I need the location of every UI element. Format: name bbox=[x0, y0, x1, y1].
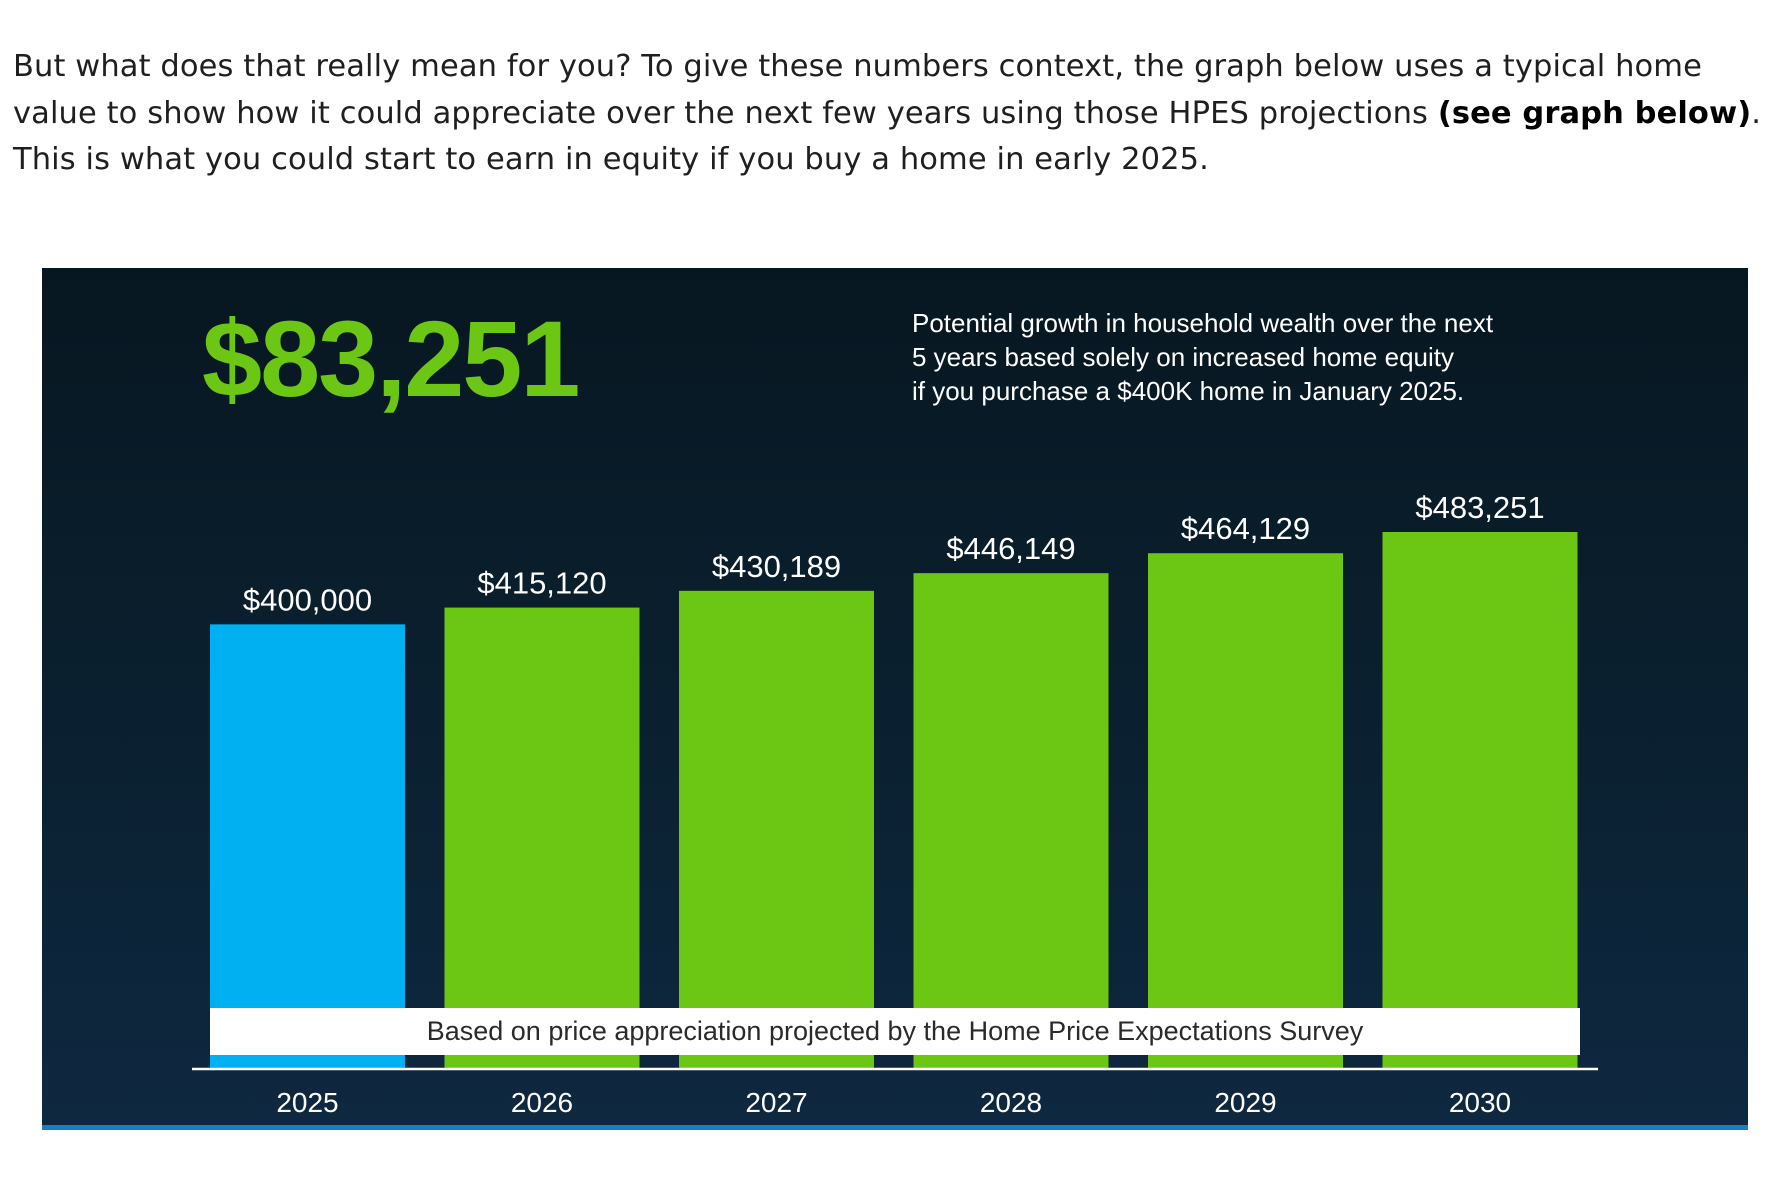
chart-footnote: Based on price appreciation projected by… bbox=[210, 1008, 1580, 1055]
x-tick-label: 2030 bbox=[1449, 1087, 1511, 1118]
x-tick-label: 2025 bbox=[276, 1087, 338, 1118]
bar-value-label: $400,000 bbox=[243, 582, 372, 617]
x-tick-label: 2027 bbox=[745, 1087, 807, 1118]
x-tick-label: 2026 bbox=[511, 1087, 573, 1118]
x-tick-label: 2029 bbox=[1214, 1087, 1276, 1118]
chart-panel: $83,251 Potential growth in household we… bbox=[42, 268, 1748, 1130]
bar-value-label: $464,129 bbox=[1181, 511, 1310, 546]
headline-value: $83,251 bbox=[202, 298, 580, 419]
caption-line: if you purchase a $400K home in January … bbox=[912, 376, 1465, 406]
bar-2026 bbox=[444, 607, 640, 1068]
bar-2030 bbox=[1382, 532, 1578, 1068]
intro-text-1: But what does that really mean for you? … bbox=[13, 49, 1702, 131]
chart-caption: Potential growth in household wealth ove… bbox=[912, 306, 1612, 408]
panel-bottom-rule bbox=[42, 1125, 1748, 1130]
x-tick-label: 2028 bbox=[980, 1087, 1042, 1118]
bar-2025 bbox=[210, 624, 405, 1068]
bar-2028 bbox=[913, 573, 1109, 1068]
bar-chart: $400,000 2025 $415,120 2026 $430,189 2027 $446… bbox=[192, 490, 1598, 1118]
bar-value-label: $430,189 bbox=[712, 549, 841, 584]
bar-value-label: $446,149 bbox=[946, 531, 1075, 566]
caption-line: 5 years based solely on increased home e… bbox=[912, 342, 1454, 372]
bar-2029 bbox=[1148, 553, 1343, 1068]
intro-paragraph: But what does that really mean for you? … bbox=[13, 44, 1783, 184]
intro-text-2: . This is what you could start to earn i… bbox=[13, 95, 1762, 178]
bar-value-label: $415,120 bbox=[477, 566, 606, 601]
bar-2027 bbox=[679, 590, 874, 1068]
bar-value-label: $483,251 bbox=[1415, 490, 1544, 525]
caption-line: Potential growth in household wealth ove… bbox=[912, 308, 1494, 338]
intro-bold-text: (see graph below) bbox=[1437, 95, 1752, 131]
